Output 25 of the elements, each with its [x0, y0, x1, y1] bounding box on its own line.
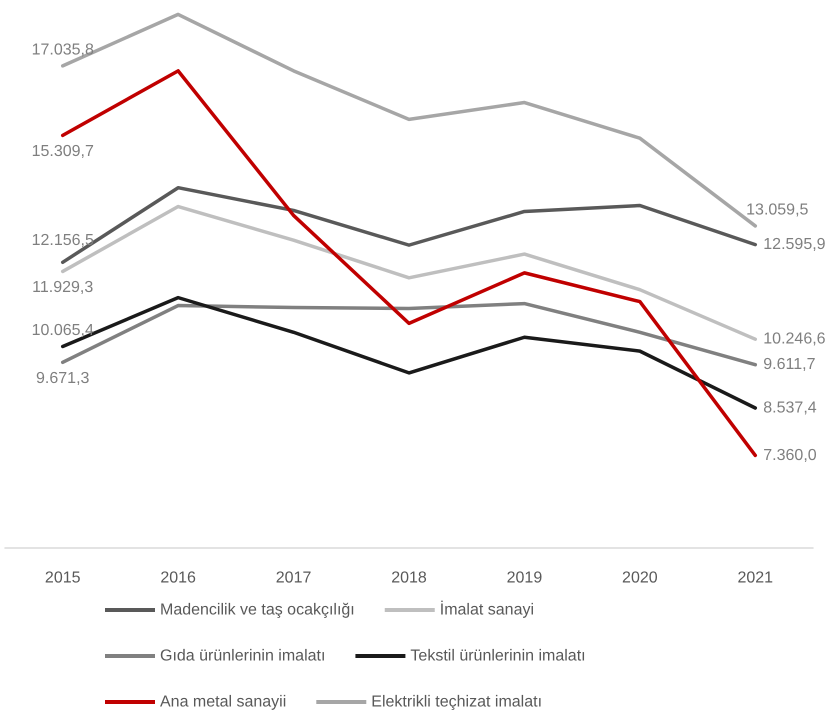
- x-tick-label: 2018: [391, 570, 427, 586]
- legend-label: Elektrikli teçhizat imalatı: [371, 694, 542, 710]
- data-label: 9.611,7: [763, 356, 816, 374]
- legend-label: Gıda ürünlerinin imalatı: [160, 648, 326, 664]
- data-label: 15.309,7: [32, 142, 94, 160]
- data-label: 10.246,6: [763, 330, 826, 348]
- legend-label: Madencilik ve taş ocakçılığı: [160, 602, 355, 618]
- x-tick-label: 2020: [622, 570, 658, 586]
- legend-label: İmalat sanayi: [440, 600, 534, 618]
- data-label: 7.360,0: [763, 446, 817, 464]
- data-label: 9.671,3: [36, 370, 90, 387]
- data-label: 10.065,4: [32, 322, 94, 339]
- data-label: 17.035,8: [32, 41, 94, 58]
- x-tick-label: 2021: [737, 570, 774, 586]
- data-label: 12.156,5: [32, 232, 94, 249]
- x-tick-label: 2016: [160, 570, 196, 586]
- data-label: 11.929,3: [32, 278, 94, 296]
- data-label: 12.595,9: [763, 236, 826, 254]
- x-tick-label: 2019: [506, 570, 542, 586]
- legend-label: Ana metal sanayii: [160, 694, 286, 710]
- data-label: 8.537,4: [763, 399, 817, 416]
- x-tick-label: 2015: [44, 570, 81, 586]
- x-tick-label: 2017: [276, 570, 312, 586]
- data-label: 13.059,5: [746, 201, 809, 218]
- legend-label: Tekstil ürünlerinin imalatı: [410, 648, 586, 664]
